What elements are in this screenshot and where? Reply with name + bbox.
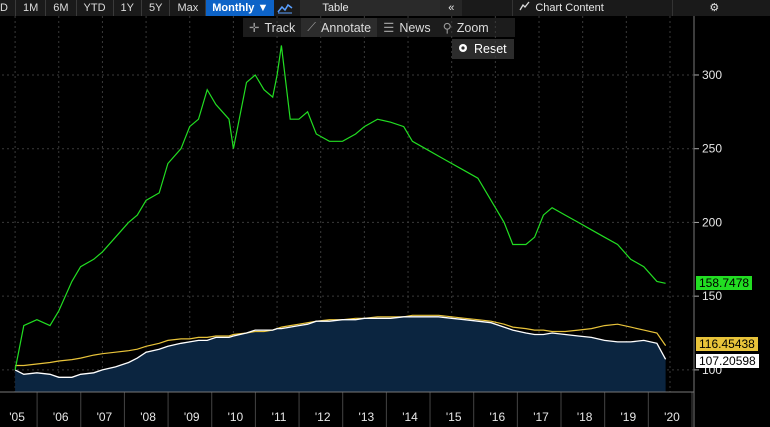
x-tick-label: '07 — [97, 410, 113, 424]
green-series-line — [14, 45, 666, 371]
track-label: Track — [264, 20, 296, 35]
x-tick-label: '19 — [621, 410, 637, 424]
line-chart-icon[interactable] — [274, 0, 296, 16]
white-series-area — [15, 316, 666, 392]
news-button[interactable]: ☰ News — [377, 18, 436, 37]
green-last-value-badge: 158.7478 — [696, 276, 753, 291]
annotate-label: Annotate — [321, 20, 372, 35]
x-tick-label: '11 — [272, 410, 287, 424]
top-toolbar: D 1M 6M YTD 1Y 5Y Max Monthly ▼ Table « … — [0, 0, 770, 16]
collapse-icon[interactable]: « — [440, 0, 463, 16]
x-tick-label: '13 — [359, 410, 375, 424]
reset-icon — [458, 42, 468, 56]
table-view-button[interactable]: Table — [300, 0, 441, 16]
x-tick-label: '09 — [184, 410, 200, 424]
period-1m-button[interactable]: 1M — [16, 0, 47, 16]
magnifier-icon: ⚲ — [442, 21, 452, 35]
settings-gear-icon[interactable]: ⚙ — [672, 0, 755, 16]
y-tick-label: 200 — [702, 215, 722, 229]
y-tick-label: 250 — [702, 142, 722, 156]
frequency-dropdown[interactable]: Monthly ▼ — [206, 0, 275, 16]
track-button[interactable]: ✛ Track — [243, 18, 301, 37]
y-tick-label: 300 — [702, 68, 722, 82]
news-icon: ☰ — [383, 21, 395, 35]
x-tick-label: '15 — [446, 410, 462, 424]
x-tick-label: '08 — [140, 410, 156, 424]
x-tick-label: '17 — [533, 410, 549, 424]
x-tick-label: '05 — [9, 410, 25, 424]
white-series-line — [14, 316, 667, 378]
chart-content-button[interactable]: Chart Content — [512, 0, 672, 16]
crosshair-icon: ✛ — [249, 21, 260, 35]
reset-button[interactable]: Reset — [452, 39, 514, 59]
chart-content-icon — [519, 0, 530, 16]
x-tick-label: '12 — [315, 410, 331, 424]
yellow-series-line — [15, 314, 667, 367]
period-6m-button[interactable]: 6M — [46, 0, 77, 16]
period-1y-button[interactable]: 1Y — [114, 0, 142, 16]
x-tick-label: '06 — [53, 410, 69, 424]
news-label: News — [399, 20, 431, 35]
reset-label: Reset — [474, 42, 507, 56]
zoom-label: Zoom — [456, 20, 489, 35]
x-axis: '05 '06 '07 '08 '09 '10 '11 '12 '13 '14 '15 '16 '17 '… — [9, 392, 693, 427]
y-tick-label: 150 — [702, 289, 722, 303]
x-tick-label: '20 — [664, 410, 680, 424]
white-last-value-badge: 107.20598 — [696, 353, 759, 368]
x-tick-label: '18 — [577, 410, 593, 424]
yellow-last-value-badge: 116.45438 — [696, 337, 758, 352]
chart-content-label: Chart Content — [535, 2, 604, 14]
x-tick-label: '10 — [228, 410, 244, 424]
x-tick-label: '14 — [402, 410, 418, 424]
period-d-button[interactable]: D — [0, 0, 16, 16]
pencil-icon: ⟋ — [307, 20, 317, 34]
zoom-button[interactable]: ⚲ Zoom — [437, 18, 495, 37]
period-5y-button[interactable]: 5Y — [142, 0, 171, 16]
period-ytd-button[interactable]: YTD — [77, 0, 114, 16]
period-max-button[interactable]: Max — [170, 0, 207, 16]
x-tick-label: '16 — [490, 410, 506, 424]
